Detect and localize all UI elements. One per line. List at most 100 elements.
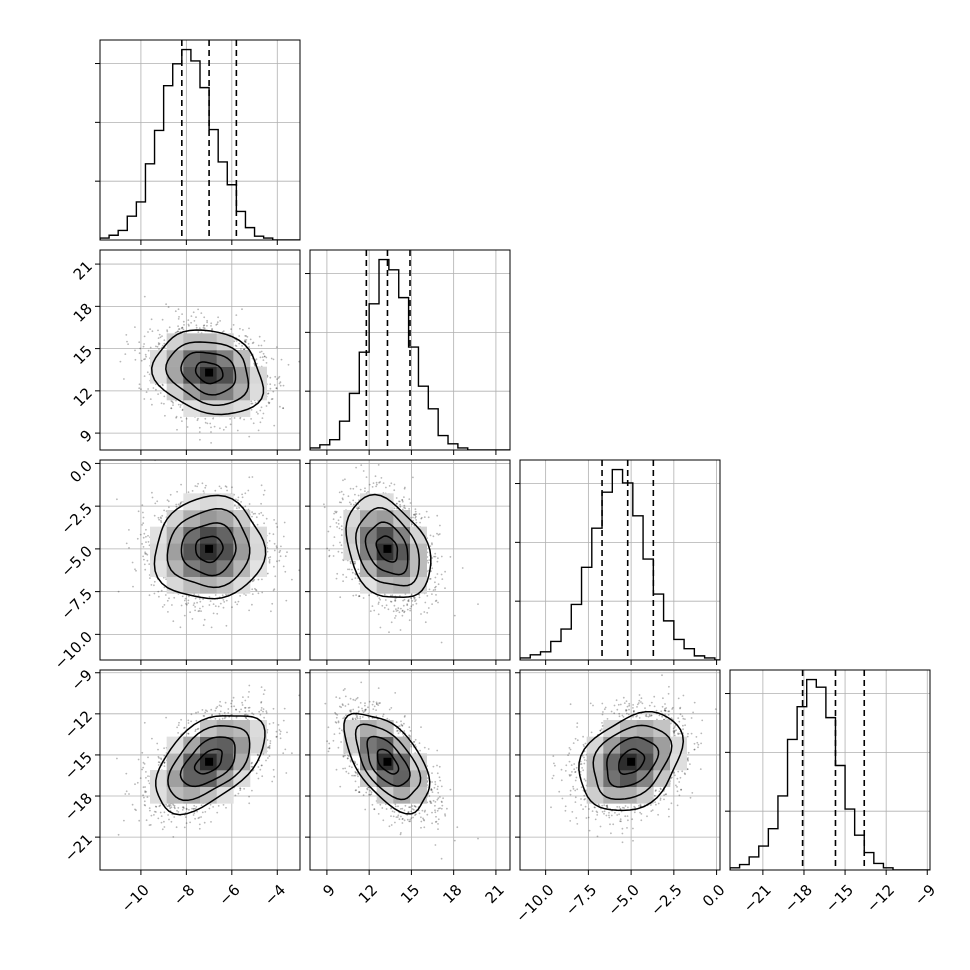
sample-point: [163, 761, 166, 764]
sample-point: [410, 597, 412, 600]
sample-point: [272, 533, 275, 536]
sample-point: [665, 793, 668, 796]
sample-point: [160, 821, 163, 824]
sample-point: [180, 416, 182, 419]
sample-point: [237, 499, 239, 502]
sample-point: [157, 337, 160, 339]
sample-point: [583, 798, 586, 801]
sample-point: [551, 777, 554, 780]
sample-point: [677, 733, 680, 736]
sample-point: [241, 704, 244, 706]
sample-point: [267, 746, 269, 749]
sample-point: [337, 721, 340, 724]
sample-point: [234, 504, 236, 506]
sample-point: [422, 818, 425, 821]
sample-point: [430, 802, 433, 804]
sample-point: [181, 420, 183, 422]
sample-point: [356, 715, 358, 717]
sample-point: [650, 714, 653, 717]
sample-point: [143, 796, 145, 799]
sample-point: [400, 832, 402, 834]
sample-point: [403, 716, 406, 718]
sample-point: [413, 513, 416, 516]
sample-point: [368, 700, 371, 703]
sample-point: [255, 358, 258, 360]
sample-point: [434, 600, 437, 602]
sample-point: [395, 503, 398, 505]
sample-point: [674, 774, 676, 777]
sample-point: [203, 618, 206, 621]
sample-point: [358, 791, 361, 793]
sample-point: [269, 376, 272, 379]
sample-point: [583, 778, 586, 780]
sample-point: [141, 543, 144, 545]
sample-point: [378, 702, 380, 705]
sample-point: [157, 817, 160, 820]
sample-point: [251, 580, 254, 583]
sample-point: [574, 737, 577, 740]
sample-point: [377, 603, 380, 605]
sample-point: [263, 689, 266, 692]
sample-point: [339, 785, 342, 788]
sample-point: [393, 604, 396, 607]
sample-point: [195, 806, 198, 808]
sample-point: [626, 705, 629, 708]
sample-point: [356, 763, 358, 766]
sample-point: [367, 706, 369, 709]
sample-point: [280, 545, 282, 548]
sample-point: [149, 577, 151, 579]
sample-point: [434, 801, 437, 803]
sample-point: [216, 323, 219, 325]
sample-point: [230, 705, 233, 708]
sample-point: [275, 545, 278, 547]
sample-point: [326, 740, 328, 743]
sample-point: [368, 793, 370, 796]
sample-point: [338, 732, 341, 735]
sample-point: [359, 715, 362, 718]
sample-point: [373, 609, 376, 612]
sample-point: [336, 526, 338, 528]
sample-point: [251, 588, 254, 591]
sample-point: [413, 598, 416, 600]
sample-point: [409, 735, 412, 737]
sample-point: [431, 781, 433, 783]
sample-point: [158, 342, 161, 345]
sample-point: [408, 498, 411, 500]
sample-point: [241, 496, 244, 499]
density-cell: [653, 770, 671, 787]
sample-point: [199, 607, 201, 610]
sample-point: [323, 503, 325, 506]
sample-point: [279, 384, 282, 387]
sample-point: [410, 817, 413, 819]
sample-point: [244, 707, 246, 709]
sample-point: [210, 322, 213, 325]
sample-point: [410, 745, 412, 748]
sample-point: [637, 702, 640, 704]
sample-point: [370, 791, 373, 794]
sample-point: [161, 335, 163, 337]
density-cell: [586, 753, 604, 771]
sample-point: [342, 704, 344, 707]
sample-point: [227, 712, 230, 714]
density-cell: [183, 350, 201, 367]
sample-point: [355, 594, 357, 596]
sample-point: [560, 779, 563, 782]
sample-point: [275, 730, 278, 733]
marginal-panel-0: [95, 39, 301, 245]
sample-point: [179, 404, 182, 406]
sample-point: [395, 610, 398, 612]
sample-point: [158, 595, 160, 598]
sample-point: [660, 710, 663, 713]
sample-point: [245, 335, 248, 337]
sample-point: [142, 786, 145, 789]
sample-point: [403, 598, 406, 601]
sample-point: [687, 757, 689, 759]
sample-point: [147, 756, 149, 759]
sample-point: [137, 758, 140, 761]
sample-point: [679, 776, 682, 779]
sample-point: [232, 696, 235, 699]
sample-point: [185, 417, 188, 420]
sample-point: [181, 313, 184, 315]
sample-point: [679, 732, 681, 735]
sample-point: [272, 589, 275, 592]
